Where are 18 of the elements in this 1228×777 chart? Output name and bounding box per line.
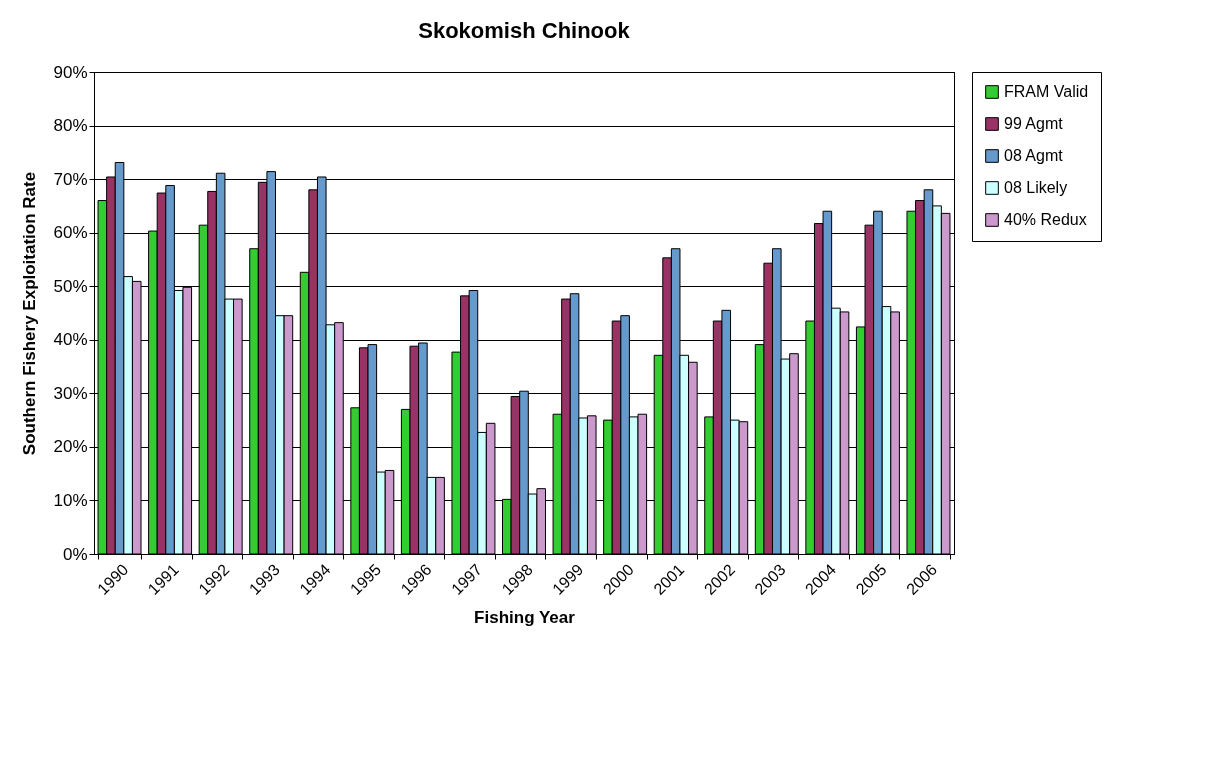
y-tick-label: 30%: [53, 383, 88, 403]
y-tick-label: 80%: [53, 116, 88, 136]
legend-label: 99 Agmt: [1004, 115, 1064, 132]
legend-label: FRAM Valid: [1004, 83, 1089, 100]
y-tick-label: 70%: [53, 169, 88, 189]
y-tick-label: 60%: [53, 223, 88, 243]
y-tick-label: 10%: [53, 490, 88, 510]
y-tick-label: 20%: [53, 437, 88, 457]
y-tick-label: 50%: [53, 276, 88, 296]
y-axis-title: Southern Fishery Exploitation Rate: [20, 171, 40, 456]
legend-label: 08 Likely: [1004, 179, 1068, 196]
x-axis-title: Fishing Year: [474, 607, 576, 627]
y-tick-label: 40%: [53, 330, 88, 350]
legend-label: 40% Redux: [1004, 211, 1087, 228]
y-tick-label: 0%: [62, 544, 88, 564]
chart-title: Skokomish Chinook: [418, 18, 631, 43]
legend-label: 08 Agmt: [1004, 147, 1064, 164]
y-tick-label: 90%: [53, 62, 88, 82]
